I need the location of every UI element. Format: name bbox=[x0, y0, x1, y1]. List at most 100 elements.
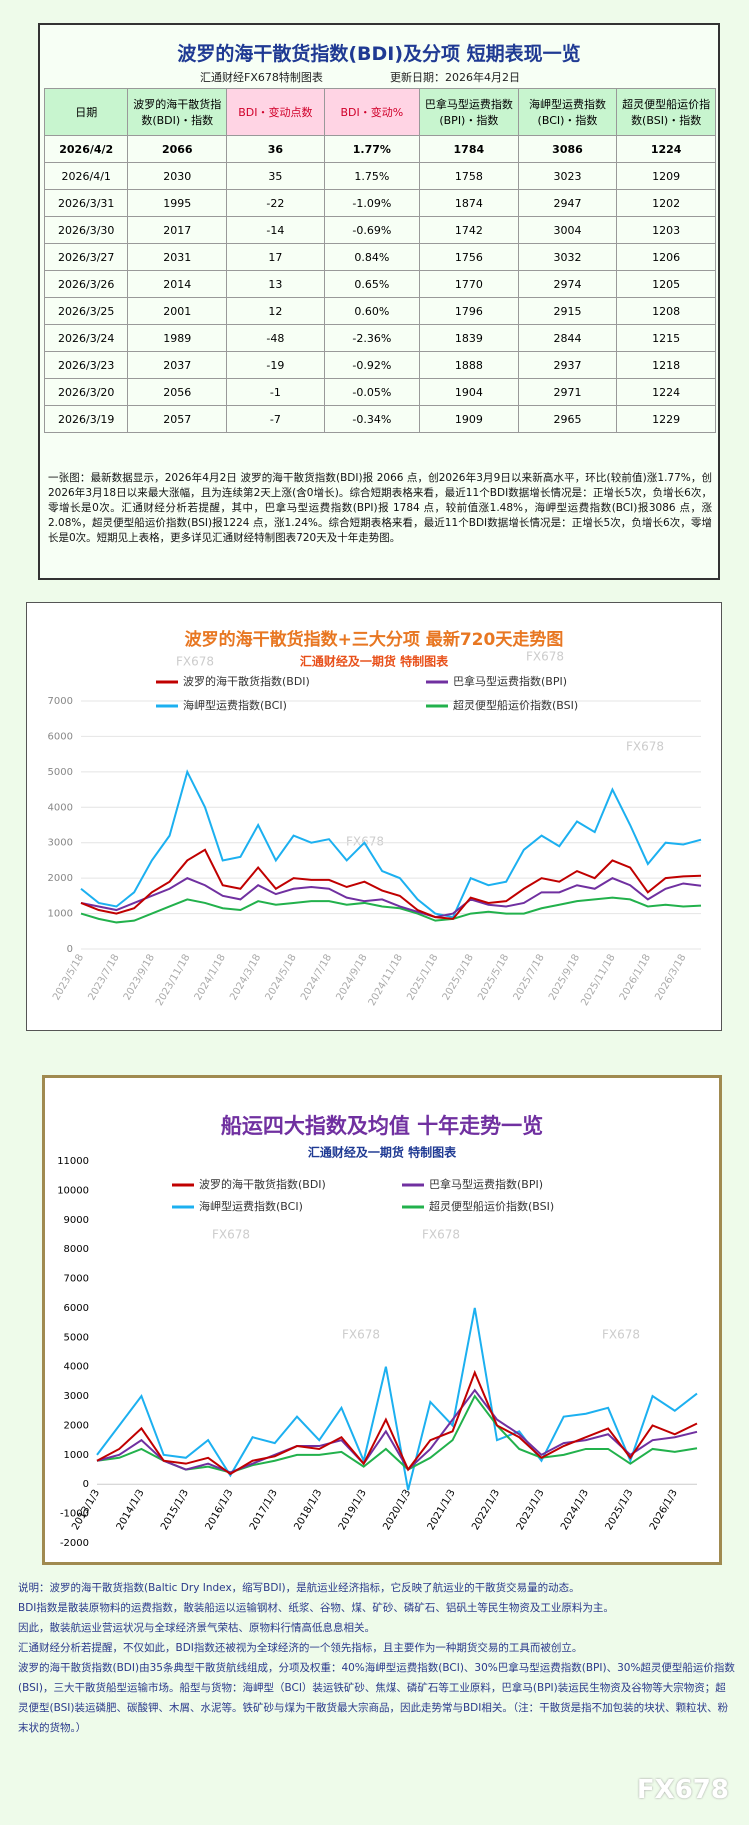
header-row: 日期 波罗的海干散货指数(BDI)・指数 BDI・变动点数 BDI・变动% 巴拿马型运费… bbox=[43, 88, 716, 136]
table-cell: 1224 bbox=[616, 378, 716, 406]
x-tick-label: 2023/7/18 bbox=[86, 953, 121, 1003]
legend-label: 巴拿马型运费指数(BPI) bbox=[429, 1177, 543, 1191]
table-cell: 3004 bbox=[517, 216, 618, 244]
legend-label: 超灵便型船运价指数(BSI) bbox=[429, 1199, 554, 1213]
table-cell: 2056 bbox=[127, 378, 228, 406]
x-tick-label: 2023/9/18 bbox=[122, 953, 157, 1003]
table-cell: 2057 bbox=[127, 405, 228, 433]
table-cell: 1756 bbox=[419, 243, 519, 271]
x-tick-label: 2020/1/3 bbox=[381, 1488, 413, 1532]
x-tick-label: 2025/11/18 bbox=[579, 953, 617, 1008]
table-cell: 2066 bbox=[127, 135, 228, 163]
x-tick-label: 2022/1/3 bbox=[470, 1488, 502, 1532]
table-cell: 1203 bbox=[616, 216, 716, 244]
legend-label: 波罗的海干散货指数(BDI) bbox=[199, 1177, 326, 1191]
table-cell: 1.77% bbox=[323, 135, 421, 163]
table-cell: 2026/4/1 bbox=[43, 162, 129, 190]
table-cell: 2001 bbox=[127, 297, 228, 325]
table-subtitle: 汇通财经FX678特制图表 bbox=[200, 71, 323, 84]
table-cell: 1206 bbox=[616, 243, 716, 271]
watermark: FX678 bbox=[346, 835, 384, 849]
header-cell: BDI・变动% bbox=[323, 88, 421, 136]
x-tick-label: 2025/9/18 bbox=[547, 953, 582, 1003]
x-tick-label: 2024/9/18 bbox=[334, 953, 369, 1003]
table-cell: 2026/4/2 bbox=[43, 135, 129, 163]
x-tick-label: 2025/1/18 bbox=[405, 953, 440, 1003]
table-cell: 2026/3/31 bbox=[43, 189, 129, 217]
y-tick-label: 6000 bbox=[64, 1303, 89, 1314]
y-tick-label: 7000 bbox=[64, 1274, 89, 1285]
table-cell: -2.36% bbox=[323, 324, 421, 352]
table-cell: 3032 bbox=[517, 243, 618, 271]
note-line: BDI指数是散装原物料的运费指数，散装船运以运输钢材、纸浆、谷物、煤、矿砂、磷矿… bbox=[18, 1602, 614, 1614]
table-cell: 1874 bbox=[419, 189, 519, 217]
table-cell: 35 bbox=[226, 162, 325, 190]
y-tick-label: 3000 bbox=[64, 1391, 89, 1402]
table-cell: 0.65% bbox=[323, 270, 421, 298]
header-cell: BDI・变动点数 bbox=[226, 88, 325, 136]
table-row: 2026/4/1 2030 35 1.75% 1758 3023 1209 bbox=[43, 162, 716, 190]
table-cell: 2037 bbox=[127, 351, 228, 379]
table-cell: 12 bbox=[226, 297, 325, 325]
x-tick-label: 2023/11/18 bbox=[154, 953, 192, 1008]
table-cell: 1888 bbox=[419, 351, 519, 379]
y-tick-label: 3000 bbox=[48, 838, 73, 849]
x-tick-label: 2025/1/3 bbox=[604, 1488, 636, 1532]
table-cell: 2031 bbox=[127, 243, 228, 271]
chart-border bbox=[42, 1075, 722, 1565]
summary: 一张图：最新数据显示，2026年4月2日 波罗的海干散货指数(BDI)报 206… bbox=[48, 472, 712, 544]
table-cell: 1208 bbox=[616, 297, 716, 325]
watermark: FX678 bbox=[422, 1228, 460, 1242]
table-cell: 1770 bbox=[419, 270, 519, 298]
table-cell: 1218 bbox=[616, 351, 716, 379]
table-row: 2026/3/19 2057 -7 -0.34% 1909 2965 1229 bbox=[43, 405, 716, 433]
x-tick-label: 2025/7/18 bbox=[512, 953, 547, 1003]
x-tick-label: 2024/1/3 bbox=[559, 1488, 591, 1532]
x-tick-label: 2026/1/18 bbox=[618, 953, 653, 1003]
x-tick-label: 2019/1/3 bbox=[337, 1488, 369, 1532]
x-tick-label: 2024/11/18 bbox=[367, 953, 405, 1008]
table-cell: -0.92% bbox=[323, 351, 421, 379]
series-line bbox=[96, 1388, 698, 1474]
legend-label: 超灵便型船运价指数(BSI) bbox=[453, 698, 578, 712]
table-cell: 2026/3/26 bbox=[43, 270, 129, 298]
x-tick-label: 2017/1/3 bbox=[248, 1488, 280, 1532]
legend-label: 巴拿马型运费指数(BPI) bbox=[453, 674, 567, 688]
y-tick-label: 2000 bbox=[64, 1420, 89, 1431]
x-tick-label: 2024/1/18 bbox=[193, 953, 228, 1003]
watermark: FX678 bbox=[342, 1328, 380, 1342]
table-cell: 2026/3/27 bbox=[43, 243, 129, 271]
table-cell: 0.84% bbox=[323, 243, 421, 271]
chart-subtitle: 汇通财经及一期货 特制图表 bbox=[308, 1145, 457, 1160]
table-cell: -0.69% bbox=[323, 216, 421, 244]
table-cell: 1839 bbox=[419, 324, 519, 352]
series-line bbox=[80, 848, 702, 920]
table-cell: 17 bbox=[226, 243, 325, 271]
table-cell: 1.75% bbox=[323, 162, 421, 190]
table-cell: 1215 bbox=[616, 324, 716, 352]
table-cell: 1224 bbox=[616, 135, 716, 163]
table-row: 2026/3/25 2001 12 0.60% 1796 2915 1208 bbox=[43, 297, 716, 325]
x-tick-label: 2015/1/3 bbox=[159, 1488, 191, 1532]
x-tick-label: 2026/3/18 bbox=[653, 953, 688, 1003]
y-tick-label: -1000 bbox=[60, 1509, 89, 1520]
x-tick-label: 2014/1/3 bbox=[115, 1488, 147, 1532]
series-line bbox=[80, 896, 702, 924]
chart-title: 波罗的海干散货指数+三大分项 最新720天走势图 bbox=[185, 629, 564, 650]
table-cell: 1796 bbox=[419, 297, 519, 325]
table-title: 波罗的海干散货指数(BDI)及分项 短期表现一览 bbox=[177, 43, 581, 65]
chart-border bbox=[26, 602, 722, 1031]
data-table: 日期 波罗的海干散货指数(BDI)・指数 BDI・变动点数 BDI・变动% 巴拿马型运费… bbox=[43, 88, 716, 433]
table-cell: 2965 bbox=[517, 405, 618, 433]
watermark: FX678 bbox=[176, 655, 214, 669]
legend-label: 波罗的海干散货指数(BDI) bbox=[183, 674, 310, 688]
y-tick-label: -2000 bbox=[60, 1538, 89, 1549]
header-cell: 巴拿马型运费指数(BPI)・指数 bbox=[419, 88, 519, 136]
table-cell: 2974 bbox=[517, 270, 618, 298]
table-row: 2026/3/26 2014 13 0.65% 1770 2974 1205 bbox=[43, 270, 716, 298]
x-tick-label: 2021/1/3 bbox=[426, 1488, 458, 1532]
table-row: 2026/3/30 2017 -14 -0.69% 1742 3004 1203 bbox=[43, 216, 716, 244]
x-tick-label: 2024/3/18 bbox=[228, 953, 263, 1003]
y-tick-label: 1000 bbox=[64, 1450, 89, 1461]
